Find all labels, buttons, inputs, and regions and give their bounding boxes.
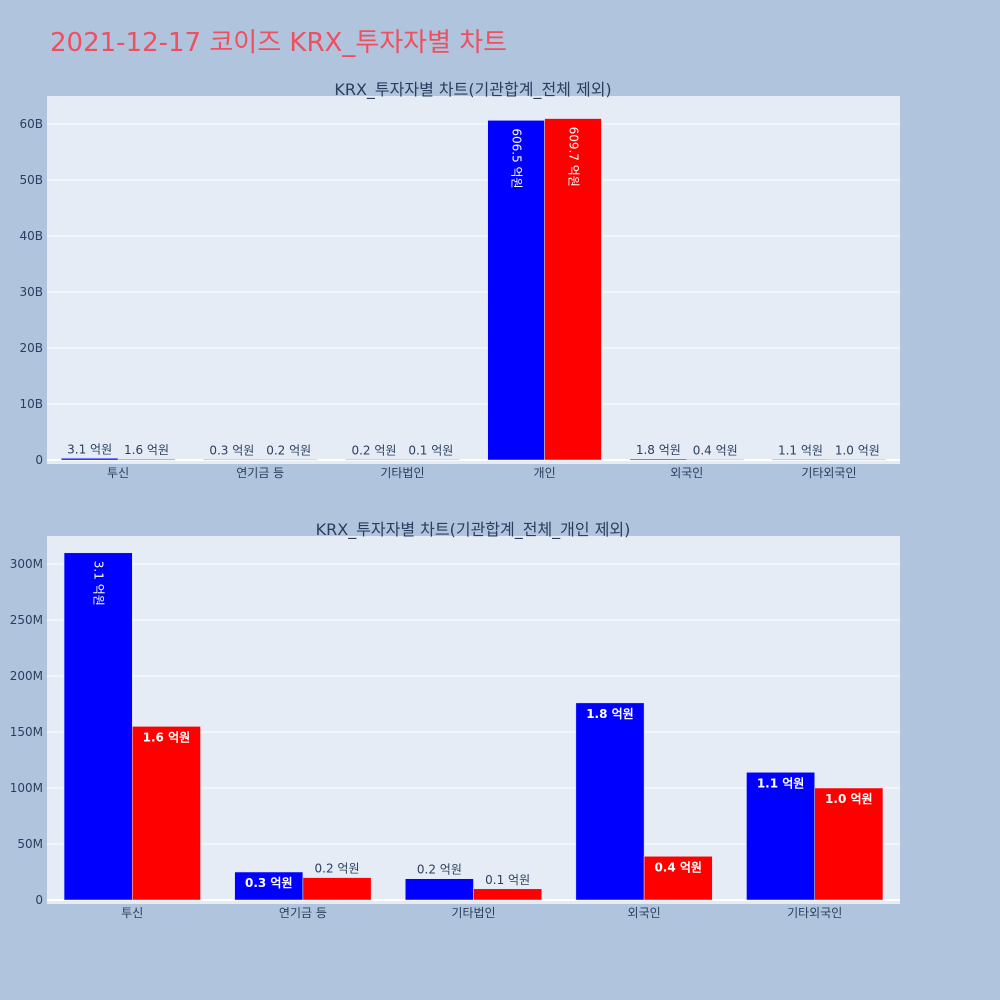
data-label: 1.6 억원 [124,443,169,457]
investor-chart-bottom: KRX_투자자별 차트(기관합계_전체_개인 제외) 0 50M 100M 150M 2… [10,520,900,920]
bar [828,459,887,461]
x-tick-label: 연기금 등 [236,466,284,480]
y-tick-label: 10B [19,397,43,411]
y-tick-label: 30B [19,285,43,299]
y-tick-label: 100M [10,781,43,795]
y-tick-label: 40B [19,229,43,243]
data-label: 1.6 억원 [143,730,191,744]
data-label: 0.4 억원 [654,860,702,874]
bar [260,459,318,461]
data-label: 0.3 억원 [209,443,254,457]
x-tick-label: 개인 [534,466,556,480]
data-label: 0.2 억원 [417,863,462,877]
bar [117,458,176,461]
bar [60,458,119,461]
data-label: 3.1 억원 [67,442,112,456]
data-label: 0.2 억원 [351,443,396,457]
data-label: 0.1 억원 [408,443,453,457]
x-tick-label: 투신 [107,466,129,480]
data-label: 1.8 억원 [636,443,681,457]
y-tick-label: 300M [10,557,43,571]
y-tick-label: 50M [17,837,43,851]
bar [132,726,201,901]
x-tick-label: 기타외국인 [787,906,842,920]
data-label: 1.8 억원 [586,707,634,721]
investor-chart-top: KRX_투자자별 차트(기관합계_전체 제외) 0 10B 20B 30B 40B 50B… [19,80,900,480]
y-tick-label: 50B [19,173,43,187]
y-tick-label: 0 [35,453,43,467]
bar [487,120,545,461]
x-tick-label: 투신 [121,906,143,920]
bar [746,772,815,901]
bar [402,459,460,461]
bar [63,552,133,901]
data-label: 609.7 억원 [567,127,581,187]
chart-title: KRX_투자자별 차트(기관합계_전체 제외) [334,80,611,100]
y-tick-label: 20B [19,341,43,355]
data-label: 0.1 억원 [485,873,530,887]
chart-title: KRX_투자자별 차트(기관합계_전체_개인 제외) [316,520,631,540]
bar [473,888,542,901]
y-tick-label: 150M [10,725,43,739]
page-title: 2021-12-17 코이즈 KRX_투자자별 차트 [50,28,508,58]
bar [203,459,261,461]
x-tick-label: 기타법인 [380,466,424,480]
bar [814,787,884,901]
x-tick-label: 외국인 [628,906,661,920]
y-tick-label: 0 [35,893,43,907]
data-label: 1.1 억원 [757,776,805,790]
bar [345,459,403,461]
bar [629,458,688,461]
data-label: 0.3 억원 [245,876,293,890]
data-label: 1.0 억원 [825,792,873,806]
bar [771,459,830,461]
y-tick-label: 250M [10,613,43,627]
y-tick-label: 200M [10,669,43,683]
data-label: 0.2 억원 [315,862,360,876]
bar [405,878,474,901]
data-label: 3.1 억원 [92,561,106,606]
data-label: 1.1 억원 [778,443,823,457]
x-tick-label: 기타법인 [451,906,495,920]
bar [686,459,744,461]
bar [544,118,602,461]
data-label: 0.2 억원 [266,443,311,457]
x-tick-label: 기타외국인 [801,466,856,480]
bar [302,877,372,901]
plot-area [47,96,900,464]
x-tick-label: 외국인 [670,466,703,480]
y-tick-label: 60B [19,117,43,131]
data-label: 606.5 억원 [510,128,524,188]
bar [575,702,645,901]
x-tick-label: 연기금 등 [279,906,327,920]
bar [643,856,713,901]
data-label: 1.0 억원 [835,443,880,457]
data-label: 0.4 억원 [693,443,738,457]
